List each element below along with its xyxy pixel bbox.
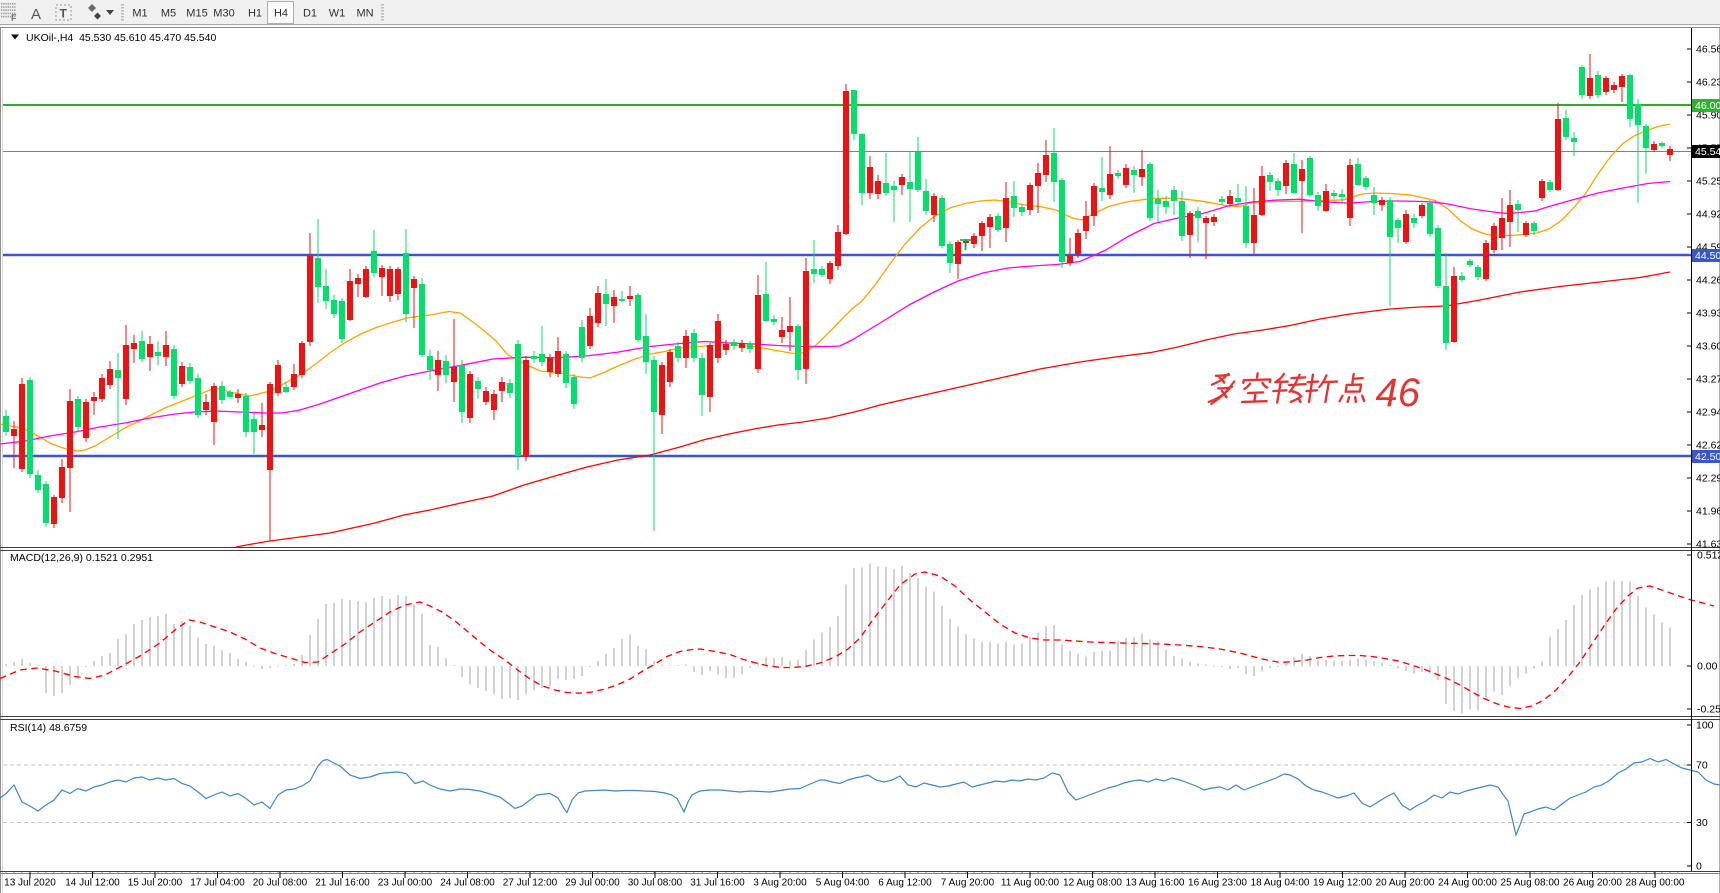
svg-text:T: T bbox=[60, 7, 68, 21]
svg-text:30: 30 bbox=[1696, 817, 1708, 829]
svg-text:19 Aug 12:00: 19 Aug 12:00 bbox=[1313, 878, 1372, 889]
svg-text:M5: M5 bbox=[161, 8, 176, 20]
svg-text:45.25: 45.25 bbox=[1696, 176, 1720, 188]
svg-text:46.23: 46.23 bbox=[1696, 77, 1720, 89]
svg-text:5 Aug 04:00: 5 Aug 04:00 bbox=[816, 878, 870, 889]
svg-text:20 Aug 20:00: 20 Aug 20:00 bbox=[1376, 878, 1435, 889]
svg-text:31 Jul 16:00: 31 Jul 16:00 bbox=[690, 878, 745, 889]
svg-text:46.56: 46.56 bbox=[1696, 44, 1720, 56]
svg-text:41.96: 41.96 bbox=[1696, 506, 1720, 518]
svg-text:43.93: 43.93 bbox=[1696, 308, 1720, 320]
svg-text:MN: MN bbox=[356, 8, 373, 20]
svg-text:A: A bbox=[31, 6, 41, 23]
svg-text:14 Jul 12:00: 14 Jul 12:00 bbox=[65, 878, 120, 889]
svg-text:23 Jul 00:00: 23 Jul 00:00 bbox=[378, 878, 433, 889]
svg-text:H4: H4 bbox=[274, 8, 288, 20]
svg-text:43.60: 43.60 bbox=[1696, 341, 1720, 353]
svg-text:M15: M15 bbox=[186, 8, 207, 20]
svg-text:M1: M1 bbox=[132, 8, 147, 20]
svg-text:D1: D1 bbox=[303, 8, 317, 20]
svg-text:26 Aug 20:00: 26 Aug 20:00 bbox=[1563, 878, 1622, 889]
svg-text:17 Jul 04:00: 17 Jul 04:00 bbox=[190, 878, 245, 889]
svg-text:20 Jul 08:00: 20 Jul 08:00 bbox=[253, 878, 308, 889]
svg-text:W1: W1 bbox=[329, 8, 346, 20]
svg-text:41.63: 41.63 bbox=[1696, 539, 1720, 551]
svg-text:30 Jul 08:00: 30 Jul 08:00 bbox=[628, 878, 683, 889]
svg-text:F: F bbox=[11, 13, 17, 23]
svg-text:MACD(12,26,9) 0.1521 0.2951: MACD(12,26,9) 0.1521 0.2951 bbox=[10, 552, 153, 564]
svg-text:25 Aug 08:00: 25 Aug 08:00 bbox=[1501, 878, 1560, 889]
svg-text:H1: H1 bbox=[248, 8, 262, 20]
svg-text:27 Jul 12:00: 27 Jul 12:00 bbox=[503, 878, 558, 889]
svg-text:44.26: 44.26 bbox=[1696, 275, 1720, 287]
svg-text:0.5123: 0.5123 bbox=[1697, 550, 1720, 562]
svg-text:44.92: 44.92 bbox=[1696, 209, 1720, 221]
svg-text:24 Jul 08:00: 24 Jul 08:00 bbox=[440, 878, 495, 889]
svg-text:70: 70 bbox=[1696, 760, 1708, 772]
svg-text:44.50: 44.50 bbox=[1695, 250, 1720, 262]
svg-text:100: 100 bbox=[1696, 720, 1714, 732]
svg-text:15 Jul 20:00: 15 Jul 20:00 bbox=[128, 878, 183, 889]
svg-text:M30: M30 bbox=[213, 8, 234, 20]
svg-text:42.62: 42.62 bbox=[1696, 440, 1720, 452]
svg-text:43.27: 43.27 bbox=[1696, 374, 1720, 386]
svg-text:42.94: 42.94 bbox=[1696, 407, 1720, 419]
svg-text:29 Jul 00:00: 29 Jul 00:00 bbox=[565, 878, 620, 889]
svg-text:46.00: 46.00 bbox=[1695, 100, 1720, 112]
svg-text:-0.2571: -0.2571 bbox=[1697, 704, 1720, 716]
svg-text:18 Aug 04:00: 18 Aug 04:00 bbox=[1251, 878, 1310, 889]
svg-text:RSI(14) 48.6759: RSI(14) 48.6759 bbox=[10, 722, 87, 734]
svg-text:24 Aug 00:00: 24 Aug 00:00 bbox=[1438, 878, 1497, 889]
svg-text:45.90: 45.90 bbox=[1696, 110, 1720, 122]
svg-text:6 Aug 12:00: 6 Aug 12:00 bbox=[878, 878, 932, 889]
svg-text:3 Aug 20:00: 3 Aug 20:00 bbox=[753, 878, 807, 889]
svg-text:21 Jul 16:00: 21 Jul 16:00 bbox=[315, 878, 370, 889]
svg-text:0.00: 0.00 bbox=[1697, 661, 1718, 673]
svg-text:45.54: 45.54 bbox=[1695, 146, 1720, 158]
svg-text:UKOil-,H4 45.530 45.610 45.47: UKOil-,H4 45.530 45.610 45.470 45.540 bbox=[26, 32, 216, 44]
svg-text:13 Aug 16:00: 13 Aug 16:00 bbox=[1126, 878, 1185, 889]
svg-text:11 Aug 00:00: 11 Aug 00:00 bbox=[1001, 878, 1060, 889]
svg-text:28 Aug 00:00: 28 Aug 00:00 bbox=[1626, 878, 1685, 889]
svg-text:7 Aug 20:00: 7 Aug 20:00 bbox=[941, 878, 995, 889]
svg-text:16 Aug 23:00: 16 Aug 23:00 bbox=[1188, 878, 1247, 889]
svg-text:46: 46 bbox=[1376, 371, 1421, 415]
svg-text:0: 0 bbox=[1696, 861, 1702, 873]
svg-text:42.50: 42.50 bbox=[1695, 451, 1720, 463]
svg-text:13 Jul 2020: 13 Jul 2020 bbox=[4, 878, 56, 889]
svg-text:42.29: 42.29 bbox=[1696, 473, 1720, 485]
svg-text:12 Aug 08:00: 12 Aug 08:00 bbox=[1063, 878, 1122, 889]
